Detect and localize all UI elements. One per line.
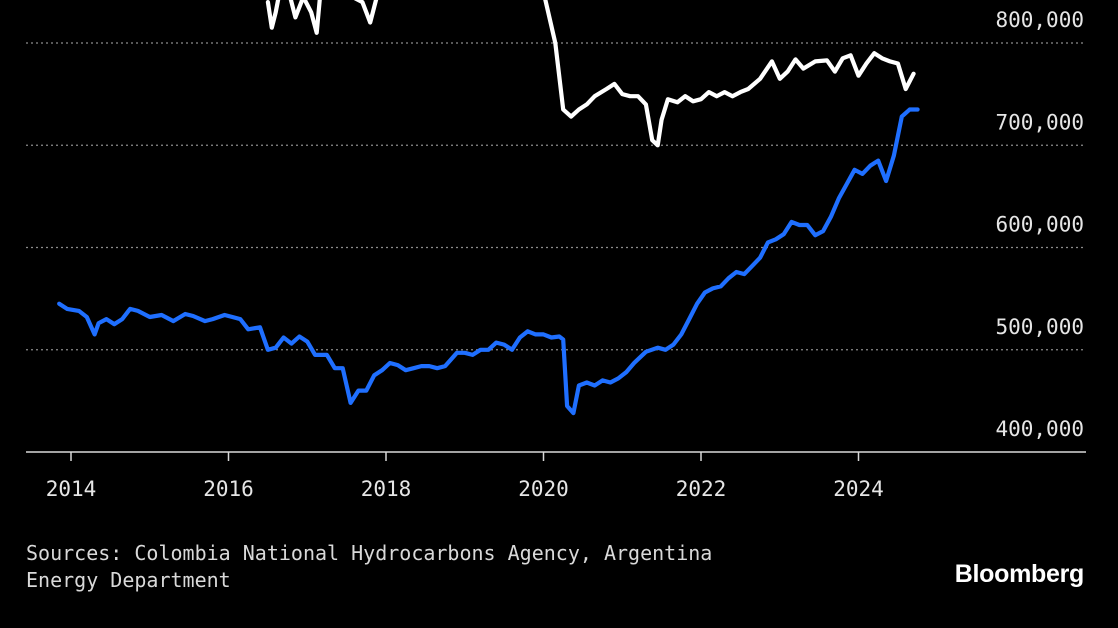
- x-tick-label: 2024: [833, 477, 884, 501]
- x-tick-label: 2020: [518, 477, 569, 501]
- x-tick-label: 2018: [361, 477, 412, 501]
- y-tick-label: 700,000: [995, 110, 1084, 134]
- source-line-1: Sources: Colombia National Hydrocarbons …: [26, 541, 713, 565]
- bloomberg-logo: Bloomberg: [954, 560, 1085, 588]
- series-lines: [57, 0, 920, 416]
- source-line-2: Energy Department: [26, 568, 231, 592]
- x-tick-label: 2014: [46, 477, 97, 501]
- y-tick-label: 800,000: [995, 8, 1084, 32]
- gridlines: [26, 42, 1086, 351]
- y-tick-label: 600,000: [995, 213, 1084, 237]
- x-tick-label: 2022: [676, 477, 727, 501]
- x-tick-label: 2016: [203, 477, 254, 501]
- x-axis: 2014 2016 2018 2020 2022 2024: [26, 451, 1086, 501]
- y-tick-label: 400,000: [995, 417, 1084, 441]
- source-note: Sources: Colombia National Hydrocarbons …: [26, 540, 746, 594]
- series-line-blue: [57, 107, 920, 416]
- series-line-white: [265, 0, 916, 148]
- y-axis-labels: 400,000 500,000 600,000 700,000 800,000: [995, 8, 1084, 441]
- y-tick-label: 500,000: [995, 315, 1084, 339]
